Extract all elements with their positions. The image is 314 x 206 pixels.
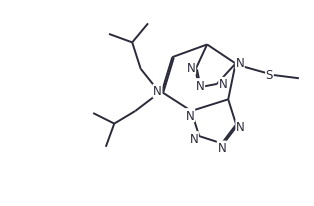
Text: S: S	[266, 68, 273, 81]
Text: N: N	[196, 79, 204, 92]
Text: N: N	[219, 78, 228, 91]
Text: N: N	[217, 141, 226, 154]
Text: N: N	[187, 62, 196, 75]
Text: N: N	[186, 109, 195, 122]
Text: N: N	[153, 85, 162, 98]
Text: N: N	[236, 121, 245, 133]
Text: N: N	[190, 132, 198, 145]
Text: N: N	[236, 57, 244, 70]
